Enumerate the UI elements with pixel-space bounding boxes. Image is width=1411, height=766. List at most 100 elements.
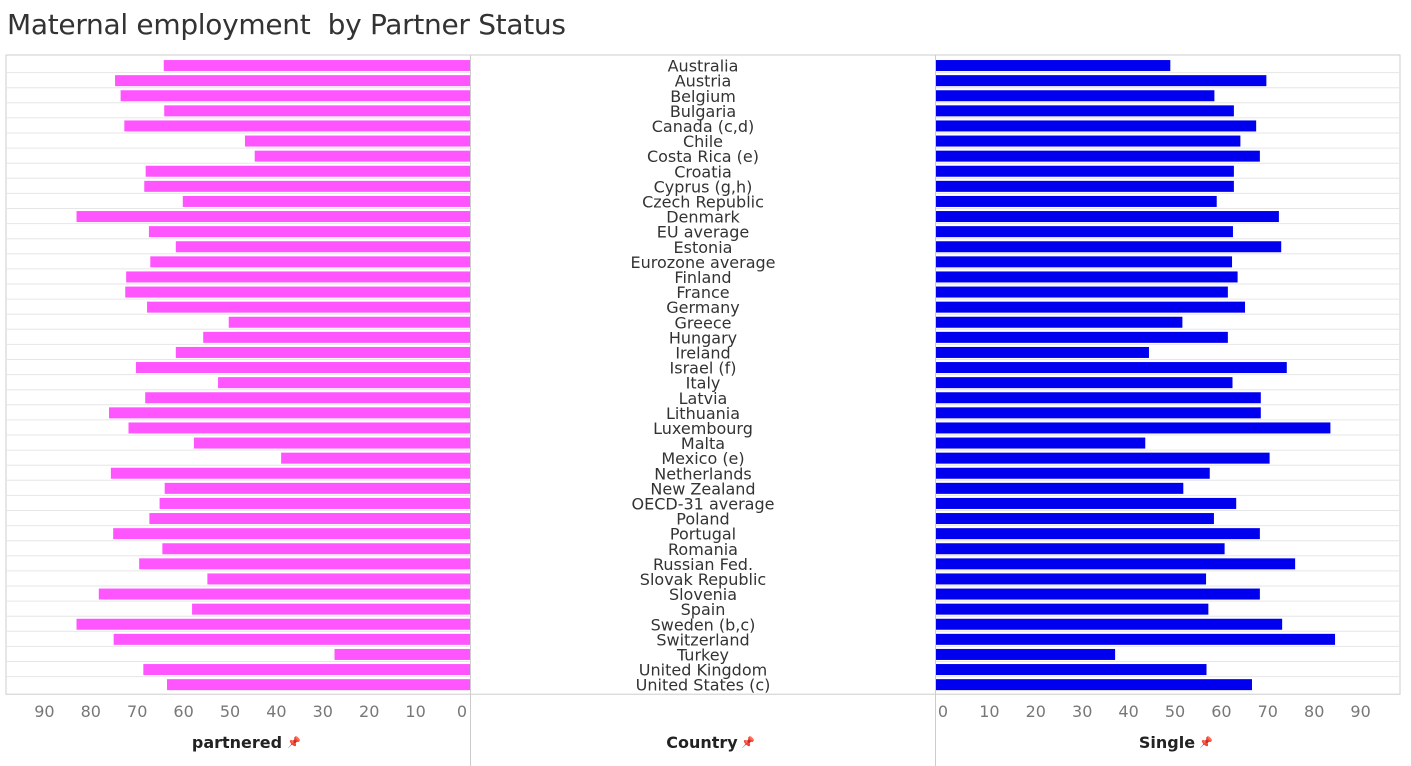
axis-tick-label: 60 bbox=[1211, 702, 1231, 721]
single-bar[interactable] bbox=[936, 211, 1279, 223]
single-bar[interactable] bbox=[936, 241, 1282, 253]
partnered-bar[interactable] bbox=[110, 467, 470, 479]
single-bar[interactable] bbox=[936, 513, 1214, 525]
country-label: Cyprus (g,h) bbox=[654, 177, 753, 196]
country-label: Croatia bbox=[674, 162, 732, 181]
single-bar[interactable] bbox=[936, 452, 1270, 464]
single-bar[interactable] bbox=[936, 150, 1260, 162]
single-bar[interactable] bbox=[936, 588, 1260, 600]
single-bar[interactable] bbox=[936, 316, 1183, 328]
single-bar[interactable] bbox=[936, 633, 1336, 645]
pin-icon[interactable]: 📌 bbox=[287, 735, 301, 749]
partnered-bar[interactable] bbox=[203, 331, 470, 343]
partnered-bar[interactable] bbox=[144, 180, 470, 192]
single-bar[interactable] bbox=[936, 346, 1149, 358]
partnered-bar[interactable] bbox=[76, 618, 470, 630]
single-bar[interactable] bbox=[936, 195, 1217, 207]
partnered-bar[interactable] bbox=[182, 195, 470, 207]
single-bar[interactable] bbox=[936, 573, 1207, 585]
partnered-bar[interactable] bbox=[120, 90, 470, 102]
partnered-bar[interactable] bbox=[145, 392, 470, 404]
partnered-bar[interactable] bbox=[254, 150, 470, 162]
single-bar[interactable] bbox=[936, 301, 1246, 313]
partnered-bar[interactable] bbox=[76, 211, 470, 223]
partnered-bar[interactable] bbox=[148, 226, 471, 238]
axis-tick-label: 10 bbox=[979, 702, 999, 721]
partnered-bar[interactable] bbox=[113, 528, 471, 540]
single-bar[interactable] bbox=[936, 407, 1261, 419]
partnered-bar[interactable] bbox=[192, 603, 470, 615]
single-bar[interactable] bbox=[936, 497, 1237, 509]
partnered-bar[interactable] bbox=[150, 256, 470, 268]
partnered-bar[interactable] bbox=[162, 543, 471, 555]
partnered-bar[interactable] bbox=[147, 301, 470, 313]
partnered-bar[interactable] bbox=[167, 679, 470, 691]
partnered-bar[interactable] bbox=[143, 664, 470, 676]
partnered-bar[interactable] bbox=[244, 135, 470, 147]
column-headers: partnered 📌 Country 📌 Single 📌 bbox=[192, 733, 1213, 752]
partnered-bar[interactable] bbox=[164, 482, 471, 494]
partnered-bar[interactable] bbox=[193, 437, 471, 449]
partnered-bar[interactable] bbox=[207, 573, 470, 585]
axis-tick-label: 0 bbox=[938, 702, 948, 721]
partnered-bar[interactable] bbox=[135, 362, 471, 374]
single-bar[interactable] bbox=[936, 648, 1116, 660]
partnered-bar[interactable] bbox=[124, 120, 470, 132]
single-bar[interactable] bbox=[936, 528, 1260, 540]
partnered-bar[interactable] bbox=[159, 497, 471, 509]
partnered-bar[interactable] bbox=[128, 422, 470, 434]
partnered-bar[interactable] bbox=[334, 648, 470, 660]
single-bar[interactable] bbox=[936, 165, 1234, 177]
single-bar[interactable] bbox=[936, 558, 1296, 570]
single-bar[interactable] bbox=[936, 603, 1209, 615]
single-bar[interactable] bbox=[936, 135, 1241, 147]
single-bar[interactable] bbox=[936, 377, 1233, 389]
single-bar[interactable] bbox=[936, 90, 1215, 102]
partnered-bar[interactable] bbox=[145, 165, 470, 177]
partnered-bar[interactable] bbox=[109, 407, 471, 419]
single-bar[interactable] bbox=[936, 543, 1225, 555]
single-bar[interactable] bbox=[936, 60, 1171, 72]
header-country[interactable]: Country bbox=[666, 733, 738, 752]
partnered-bar[interactable] bbox=[139, 558, 470, 570]
country-label: Chile bbox=[683, 132, 723, 151]
partnered-bar[interactable] bbox=[281, 452, 470, 464]
single-bar[interactable] bbox=[936, 271, 1238, 283]
partnered-bar[interactable] bbox=[115, 75, 470, 87]
single-bar[interactable] bbox=[936, 180, 1234, 192]
axis-tick-label: 70 bbox=[1258, 702, 1278, 721]
partnered-bar[interactable] bbox=[163, 60, 470, 72]
single-bar[interactable] bbox=[936, 482, 1184, 494]
partnered-bar[interactable] bbox=[125, 286, 471, 298]
single-bar[interactable] bbox=[936, 286, 1228, 298]
single-bar[interactable] bbox=[936, 664, 1207, 676]
pin-icon[interactable]: 📌 bbox=[1199, 735, 1213, 749]
single-bar[interactable] bbox=[936, 256, 1233, 268]
single-bar[interactable] bbox=[936, 105, 1234, 117]
single-bar[interactable] bbox=[936, 75, 1267, 87]
single-bar[interactable] bbox=[936, 467, 1210, 479]
partnered-bar[interactable] bbox=[218, 377, 470, 389]
partnered-bar[interactable] bbox=[126, 271, 471, 283]
partnered-bar[interactable] bbox=[228, 316, 470, 328]
partnered-bar[interactable] bbox=[175, 346, 470, 358]
single-bar[interactable] bbox=[936, 331, 1228, 343]
chart-title: Maternal employment by Partner Status bbox=[7, 8, 566, 41]
header-single[interactable]: Single bbox=[1139, 733, 1195, 752]
partnered-bar[interactable] bbox=[149, 513, 470, 525]
single-bar[interactable] bbox=[936, 392, 1261, 404]
partnered-bar[interactable] bbox=[113, 633, 470, 645]
partnered-bar[interactable] bbox=[164, 105, 470, 117]
header-partnered[interactable]: partnered bbox=[192, 733, 282, 752]
single-bar[interactable] bbox=[936, 422, 1331, 434]
country-label: Eurozone average bbox=[630, 253, 775, 272]
single-bar[interactable] bbox=[936, 618, 1283, 630]
partnered-bar[interactable] bbox=[98, 588, 471, 600]
single-bar[interactable] bbox=[936, 437, 1146, 449]
single-bar[interactable] bbox=[936, 226, 1233, 238]
partnered-bar[interactable] bbox=[175, 241, 470, 253]
single-bar[interactable] bbox=[936, 120, 1257, 132]
pin-icon[interactable]: 📌 bbox=[741, 735, 755, 749]
single-bar[interactable] bbox=[936, 679, 1252, 691]
single-bar[interactable] bbox=[936, 362, 1287, 374]
